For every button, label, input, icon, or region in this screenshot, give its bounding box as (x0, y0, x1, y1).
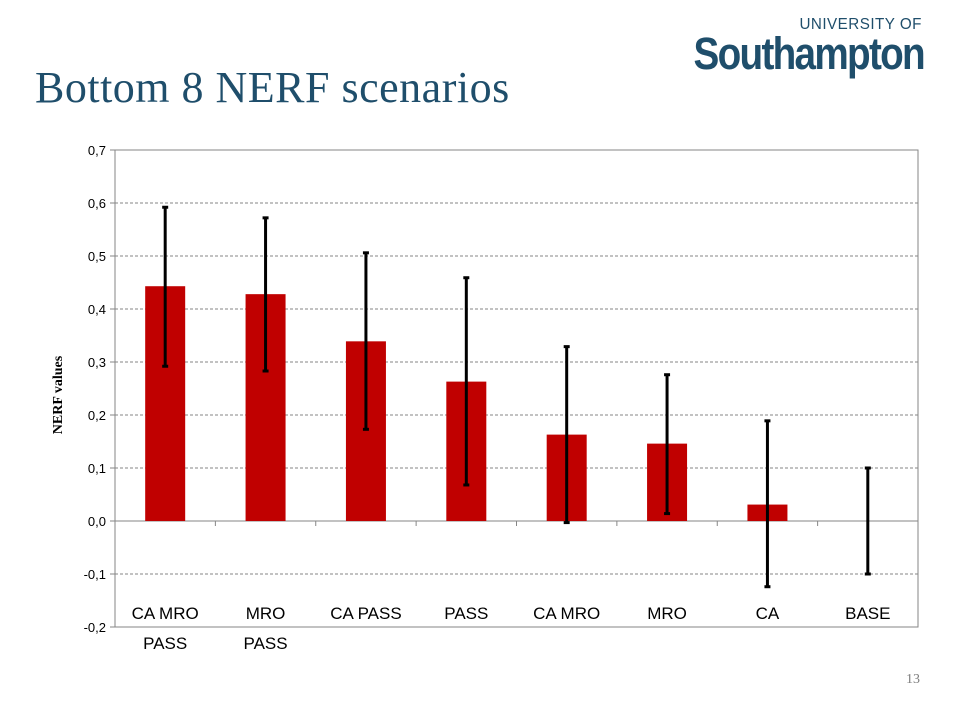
x-tick-label: PASS (444, 604, 488, 623)
x-tick-label: PASS (244, 634, 288, 653)
logo-university-of: UNIVERSITY OF (799, 16, 922, 33)
x-tick-label: PASS (143, 634, 187, 653)
y-tick-label: 0,5 (88, 249, 106, 264)
x-tick-label: MRO (246, 604, 286, 623)
page-number: 13 (906, 672, 920, 687)
error-bars (162, 205, 871, 589)
y-tick-labels: -0,2 -0,1 0,0 0,1 0,2 0,3 0,4 0,5 0,6 0,7 (84, 143, 106, 635)
y-tick-label: 0,4 (88, 302, 106, 317)
y-tick-label: 0,2 (88, 408, 106, 423)
logo-southampton: Southampton (693, 28, 926, 79)
y-axis-label: NERF values (51, 355, 66, 434)
x-tick-label: BASE (845, 604, 890, 623)
axes (110, 149, 919, 628)
x-tick-label: CA (756, 604, 780, 623)
y-tick-label: -0,2 (84, 620, 106, 635)
x-tick-label: CA PASS (330, 604, 402, 623)
y-tick-label: 0,7 (88, 143, 106, 158)
slide-title: Bottom 8 NERF scenarios (35, 63, 510, 112)
y-tick-label: 0,3 (88, 355, 106, 370)
gridlines (115, 149, 918, 575)
x-tick-labels: CA MRO PASS MRO PASS CA PASS PASS CA MRO MRO CA B… (132, 604, 891, 653)
x-tick-label: CA MRO (132, 604, 199, 623)
y-tick-label: 0,1 (88, 461, 106, 476)
y-tick-label: -0,1 (84, 567, 106, 582)
y-tick-label: 0,6 (88, 196, 106, 211)
plot-border (114, 149, 919, 628)
university-logo: UNIVERSITY OF Southampton (664, 16, 926, 82)
x-tick-label: MRO (647, 604, 687, 623)
y-tick-label: 0,0 (88, 514, 106, 529)
x-tick-label: CA MRO (533, 604, 600, 623)
